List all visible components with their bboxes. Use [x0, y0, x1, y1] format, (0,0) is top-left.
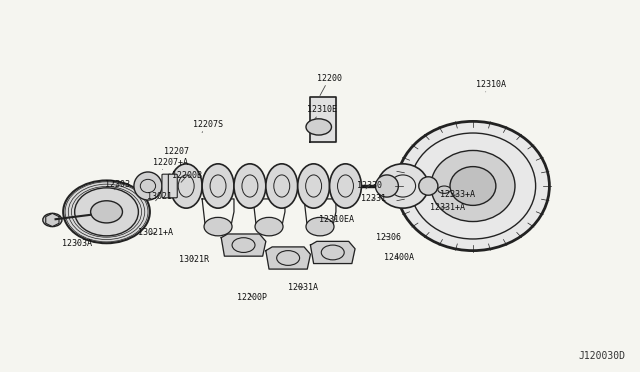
Text: 12310A: 12310A: [476, 80, 506, 92]
Ellipse shape: [376, 175, 398, 197]
Text: 13021+A: 13021+A: [138, 228, 173, 237]
Ellipse shape: [266, 164, 298, 208]
Text: 12207S: 12207S: [193, 120, 223, 132]
FancyBboxPatch shape: [162, 174, 171, 198]
Text: 13021R: 13021R: [179, 255, 209, 264]
Text: 12331+A: 12331+A: [429, 203, 465, 212]
Ellipse shape: [202, 164, 234, 208]
FancyBboxPatch shape: [168, 174, 177, 198]
Ellipse shape: [450, 167, 496, 205]
Ellipse shape: [306, 119, 332, 135]
Text: 12200B: 12200B: [172, 171, 202, 182]
Text: 12207: 12207: [164, 147, 189, 158]
Text: 12400A: 12400A: [384, 253, 413, 262]
Ellipse shape: [63, 180, 150, 243]
Text: 12306: 12306: [376, 232, 401, 241]
Ellipse shape: [396, 121, 549, 251]
Polygon shape: [310, 241, 355, 263]
Ellipse shape: [234, 164, 266, 208]
Text: 12031A: 12031A: [288, 283, 318, 292]
Ellipse shape: [134, 172, 162, 200]
Text: J120030D: J120030D: [579, 352, 626, 361]
Text: 12310E: 12310E: [307, 105, 337, 119]
Ellipse shape: [306, 217, 334, 236]
Ellipse shape: [330, 164, 362, 208]
Polygon shape: [221, 234, 266, 256]
Ellipse shape: [431, 150, 515, 222]
Text: 12200: 12200: [317, 74, 342, 96]
Text: 12200P: 12200P: [237, 293, 267, 302]
Ellipse shape: [298, 164, 330, 208]
Polygon shape: [266, 247, 310, 269]
Text: 12303: 12303: [104, 180, 130, 190]
Ellipse shape: [170, 164, 202, 208]
Circle shape: [438, 186, 451, 193]
Text: 12303A: 12303A: [62, 239, 92, 248]
Ellipse shape: [91, 201, 122, 223]
Ellipse shape: [378, 164, 428, 208]
Text: 12207+A: 12207+A: [153, 158, 188, 169]
Ellipse shape: [419, 177, 438, 195]
Ellipse shape: [255, 217, 283, 236]
Text: 13021: 13021: [147, 192, 172, 201]
Text: 12310EA: 12310EA: [319, 215, 354, 224]
Ellipse shape: [43, 213, 62, 227]
Polygon shape: [310, 97, 336, 142]
Text: 12331: 12331: [362, 194, 387, 203]
Text: 12330: 12330: [357, 181, 382, 190]
Text: 12333+A: 12333+A: [440, 190, 475, 199]
Ellipse shape: [204, 217, 232, 236]
